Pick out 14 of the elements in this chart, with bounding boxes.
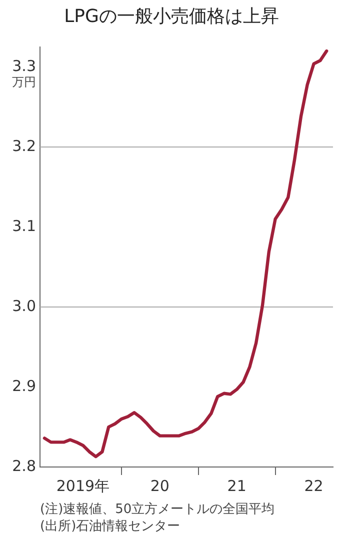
text: (注)速報値、50立方メートルの全国平均 <box>40 501 276 518</box>
y-tick-label: 3.0 <box>12 296 36 315</box>
y-tick-label: 2.8 <box>12 456 36 475</box>
y-tick-label: 2.9 <box>12 376 36 395</box>
y-tick-label: 3.2 <box>12 136 36 155</box>
chart-title: LPGの一般小売価格は上昇 <box>63 5 280 29</box>
y-tick-label: 3.3 <box>12 56 36 75</box>
text: (出所)石油情報センター <box>40 518 182 535</box>
x-tick-label: 22 <box>304 476 324 495</box>
x-tick-label: 2019年 <box>56 476 110 495</box>
x-tick-label: 21 <box>227 476 246 495</box>
x-tick-label: 20 <box>150 476 170 495</box>
y-tick-label: 3.1 <box>12 216 36 235</box>
y-axis-title: 万円 <box>12 75 36 90</box>
